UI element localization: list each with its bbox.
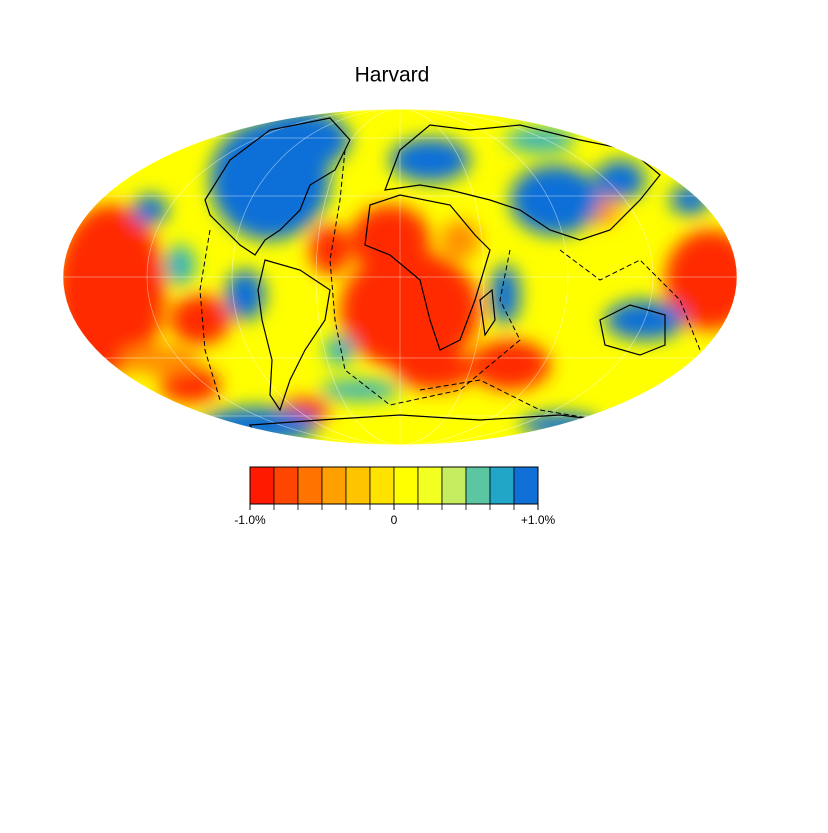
colorbar-bin [345,466,371,505]
colorbar-bin [297,466,323,505]
colorbar-bin [249,466,275,505]
colorbar-tick-label: +1.0% [521,513,556,527]
colorbar-bin [321,466,347,505]
colorbar-bin [273,466,299,505]
colorbar-tick-label: 0 [391,513,398,527]
colorbar: -1.0% 0 +1.0% [234,466,556,527]
colorbar-tick-label: -1.0% [234,513,266,527]
tomography-map [63,109,737,445]
colorbar-bin [393,466,419,505]
map-title: Harvard [355,64,430,87]
colorbar-bin [441,466,467,505]
colorbar-bin [417,466,443,505]
colorbar-bin [465,466,491,505]
colorbar-bin [369,466,395,505]
colorbar-bin [513,466,539,505]
colorbar-bin [489,466,515,505]
map-outline [62,108,738,446]
